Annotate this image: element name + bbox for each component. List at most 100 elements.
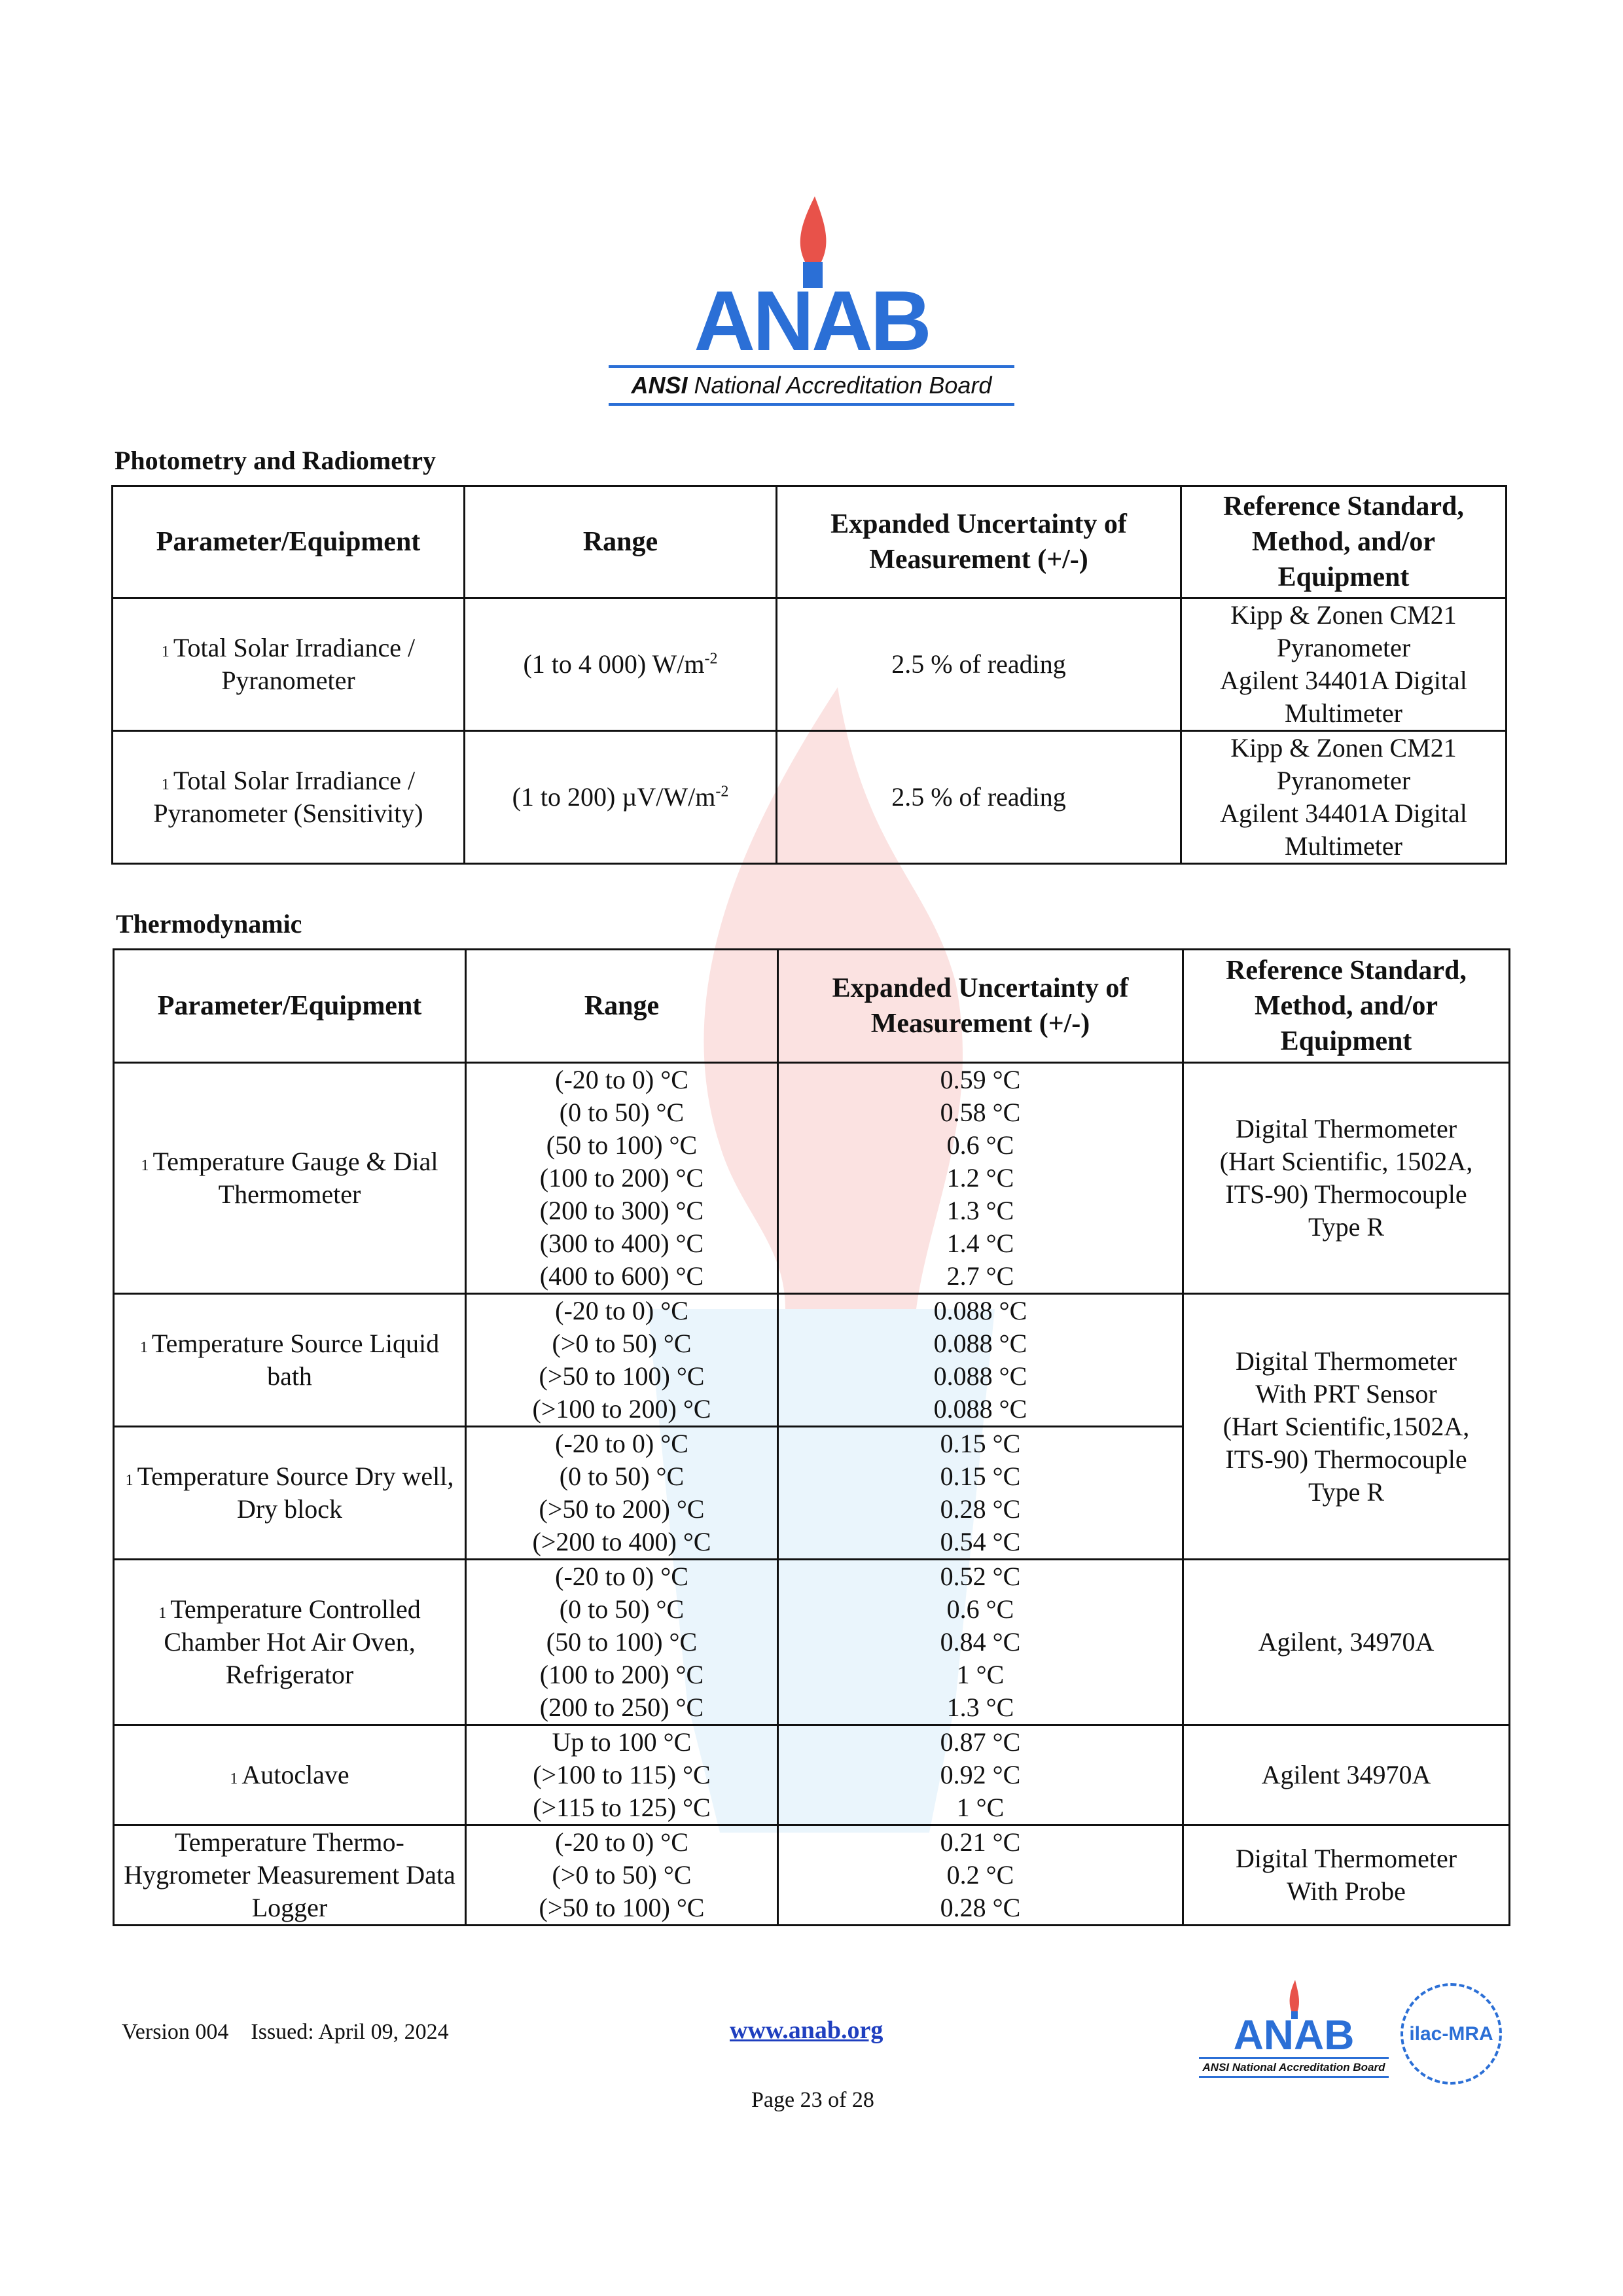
reference-line: Pyranometer <box>1276 766 1411 795</box>
uncertainty-cell: 0.21 °C 0.2 °C 0.28 °C <box>777 1824 1184 1926</box>
range-value: (>200 to 400) °C <box>532 1527 711 1556</box>
version: Version 004 <box>122 2020 229 2044</box>
reference-line: With PRT Sensor <box>1255 1378 1437 1408</box>
uncertainty-value: 0.54 °C <box>940 1527 1021 1556</box>
reference-line: Agilent 34401A Digital <box>1220 666 1467 695</box>
range-exponent: -2 <box>715 783 729 800</box>
uncertainty-value: 1.3 °C <box>946 1196 1014 1225</box>
uncertainty-cell: 0.088 °C 0.088 °C 0.088 °C 0.088 °C <box>777 1293 1184 1427</box>
range-cell: (-20 to 0) °C (0 to 50) °C (>50 to 200) °C… <box>465 1426 779 1560</box>
footnote-marker: 1 <box>158 1605 167 1622</box>
uncertainty-value: 1.2 °C <box>946 1163 1014 1193</box>
range-text: (1 to 4 000) W/m <box>523 649 705 679</box>
section-title-photometry: Photometry and Radiometry <box>115 446 437 475</box>
uncertainty-value: 0.87 °C <box>940 1727 1021 1757</box>
photometry-table: Parameter/Equipment Range Expanded Uncer… <box>111 485 1507 865</box>
range-value: (200 to 300) °C <box>539 1196 704 1225</box>
header-uncertainty: Expanded Uncertainty of Measurement (+/-… <box>776 485 1182 599</box>
anab-header-logo: ANAB ANSI National Accreditation Board <box>609 196 1014 406</box>
reference-line: Kipp & Zonen CM21 <box>1230 600 1457 630</box>
header-parameter: Parameter/Equipment <box>111 485 465 599</box>
range-value: (400 to 600) °C <box>539 1261 704 1291</box>
ilac-mra-logo: ilac-MRA <box>1400 1983 1502 2085</box>
parameter-name: Temperature Source Liquid bath <box>151 1329 440 1391</box>
range-cell: (-20 to 0) °C (0 to 50) °C (50 to 100) °C(… <box>465 1558 779 1726</box>
parameter-name: Autoclave <box>241 1760 349 1789</box>
range-value: (1 to 200) µV/W/m-2 <box>471 781 770 814</box>
table-row: 1 Total Solar Irradiance / Pyranometer (S… <box>111 730 1507 865</box>
uncertainty-value: 1.4 °C <box>946 1229 1014 1258</box>
range-cell: (-20 to 0) °C (>0 to 50) °C (>50 to 100) °… <box>465 1293 779 1427</box>
range-cell: (-20 to 0) °C (0 to 50) °C (50 to 100) °C(… <box>465 1062 779 1295</box>
reference-line: Type R <box>1308 1477 1385 1507</box>
uncertainty-value: 2.5 % of reading <box>891 782 1066 812</box>
parameter-name: Temperature Controlled Chamber Hot Air O… <box>164 1594 421 1689</box>
uncertainty-cell: 0.15 °C 0.15 °C 0.28 °C 0.54 °C <box>777 1426 1184 1560</box>
reference-cell: Digital Thermometer (Hart Scientific, 150… <box>1182 1062 1510 1295</box>
uncertainty-value: 0.28 °C <box>940 1494 1021 1524</box>
parameter-cell: 1 Temperature Source Liquid bath <box>113 1293 467 1427</box>
reference-cell: Kipp & Zonen CM21 Pyranometer Agilent 3440… <box>1180 597 1507 732</box>
uncertainty-value: 1 °C <box>956 1660 1005 1689</box>
range-value: (50 to 100) °C <box>546 1627 698 1657</box>
range-value: (-20 to 0) °C <box>555 1065 688 1094</box>
uncertainty-value: 0.28 °C <box>940 1893 1021 1922</box>
parameter-name: Temperature Gauge & Dial Thermometer <box>152 1147 438 1209</box>
reference-line: Multimeter <box>1285 831 1402 861</box>
range-value: (1 to 4 000) W/m-2 <box>471 648 770 681</box>
uncertainty-value: 0.59 °C <box>940 1065 1021 1094</box>
reference-line: Pyranometer <box>1276 633 1411 662</box>
version-info: Version 004 Issued: April 09, 2024 <box>122 2020 449 2045</box>
uncertainty-cell: 0.87 °C 0.92 °C 1 °C <box>777 1724 1184 1826</box>
range-cell: (1 to 200) µV/W/m-2 <box>463 730 777 865</box>
uncertainty-value: 0.52 °C <box>940 1562 1021 1591</box>
uncertainty-cell: 0.59 °C 0.58 °C 0.6 °C 1.2 °C 1.3 °C 1.4 °C 2.… <box>777 1062 1184 1295</box>
reference-line: Type R <box>1308 1212 1385 1242</box>
range-value: (>50 to 200) °C <box>539 1494 705 1524</box>
range-value: (0 to 50) °C <box>559 1594 685 1624</box>
table-row: 1 Temperature Source Liquid bath (-20 to 0… <box>113 1293 1510 1560</box>
parameter-cell: 1 Temperature Controlled Chamber Hot Air … <box>113 1558 467 1726</box>
uncertainty-cell: 0.52 °C 0.6 °C 0.84 °C 1 °C 1.3 °C <box>777 1558 1184 1726</box>
uncertainty-value: 1.3 °C <box>946 1693 1014 1722</box>
range-value: (>100 to 115) °C <box>533 1760 711 1789</box>
range-value: (>115 to 125) °C <box>533 1793 711 1822</box>
parameter-cell: Temperature Thermo-Hygrometer Measuremen… <box>113 1824 467 1926</box>
reference-line: ITS-90) Thermocouple <box>1225 1179 1467 1209</box>
range-value: (>50 to 100) °C <box>539 1361 705 1391</box>
issued-date: Issued: April 09, 2024 <box>251 2020 449 2044</box>
torch-flame-icon <box>800 196 827 288</box>
uncertainty-cell: 2.5 % of reading <box>776 730 1182 865</box>
table-row: 1 Temperature Controlled Chamber Hot Air … <box>113 1558 1510 1726</box>
range-value: Up to 100 °C <box>552 1727 692 1757</box>
reference-cell: Digital Thermometer With PRT Sensor (Hart … <box>1182 1293 1510 1560</box>
table-header-row: Parameter/Equipment Range Expanded Uncer… <box>111 485 1507 599</box>
uncertainty-cell: 2.5 % of reading <box>776 597 1182 732</box>
table-header-row: Parameter/Equipment Range Expanded Uncer… <box>113 948 1510 1064</box>
range-value: (-20 to 0) °C <box>555 1562 688 1591</box>
uncertainty-value: 0.84 °C <box>940 1627 1021 1657</box>
reference-line: Kipp & Zonen CM21 <box>1230 733 1457 762</box>
uncertainty-value: 0.088 °C <box>933 1394 1027 1424</box>
footnote-marker: 1 <box>125 1472 134 1489</box>
parameter-cell: 1 Autoclave <box>113 1724 467 1826</box>
parameter-name: Temperature Thermo-Hygrometer Measuremen… <box>124 1827 455 1922</box>
range-value: (100 to 200) °C <box>539 1163 704 1193</box>
reference-line: Digital Thermometer <box>1235 1346 1457 1376</box>
range-value: (-20 to 0) °C <box>555 1827 688 1857</box>
uncertainty-value: 0.21 °C <box>940 1827 1021 1857</box>
uncertainty-value: 0.15 °C <box>940 1429 1021 1458</box>
anab-website-link[interactable]: www.anab.org <box>730 2017 883 2044</box>
table-row: 1 Temperature Gauge & Dial Thermometer (-2… <box>113 1062 1510 1295</box>
reference-line: (Hart Scientific, 1502A, <box>1219 1147 1473 1176</box>
uncertainty-value: 0.088 °C <box>933 1296 1027 1325</box>
uncertainty-value: 0.58 °C <box>940 1098 1021 1127</box>
header-parameter: Parameter/Equipment <box>113 948 467 1064</box>
reference-cell: Agilent 34970A <box>1182 1724 1510 1826</box>
section-title-thermodynamic: Thermodynamic <box>116 909 302 939</box>
parameter-name: Total Solar Irradiance / Pyranometer (Se… <box>153 766 423 828</box>
range-value: (>50 to 100) °C <box>539 1893 705 1922</box>
torch-flame-icon <box>1289 1980 1300 2019</box>
range-value: (300 to 400) °C <box>539 1229 704 1258</box>
table-row: 1 Total Solar Irradiance / Pyranometer (1 … <box>111 597 1507 732</box>
